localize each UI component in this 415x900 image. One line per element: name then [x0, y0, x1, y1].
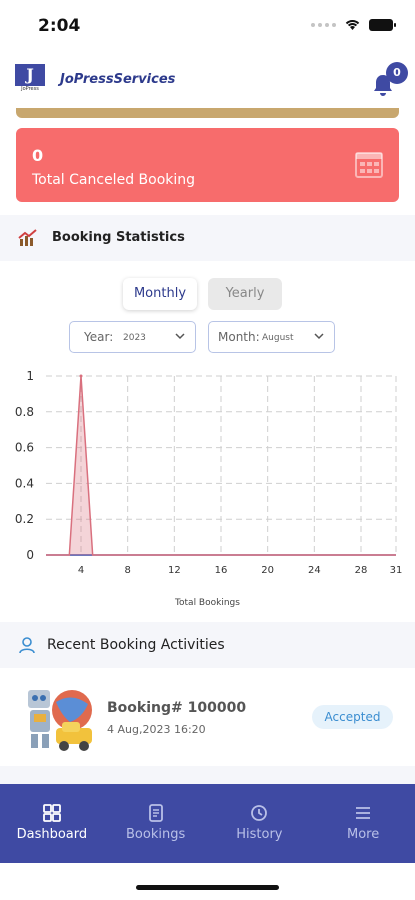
nav-item-more[interactable]: More [311, 784, 415, 863]
year-select-label: Year: [84, 330, 114, 344]
app-name: JoPressServices [60, 72, 176, 87]
logo-text: JoPress [21, 86, 39, 92]
nav-label: Bookings [126, 827, 186, 842]
signal-icon [311, 22, 336, 27]
status-icons [311, 18, 396, 31]
status-time: 2:04 [38, 16, 81, 36]
x-tick-label: 8 [124, 565, 130, 576]
logo-letter: J [15, 64, 45, 86]
year-select-value: 2023 [123, 333, 146, 343]
canceled-count: 0 [32, 146, 44, 165]
recent-activities-header: Recent Booking Activities [0, 622, 415, 668]
nav-item-history[interactable]: History [208, 784, 312, 863]
y-tick-label: 0.8 [15, 405, 34, 419]
month-select[interactable]: Month: August [208, 321, 335, 353]
y-tick-label: 0.4 [15, 476, 34, 490]
status-badge: Accepted [312, 705, 393, 729]
nav-item-dashboard[interactable]: Dashboard [0, 784, 104, 863]
list-item[interactable]: Booking# 100000 4 Aug,2023 16:20 Accepte… [0, 670, 415, 766]
calendar-icon [355, 152, 383, 178]
series-line [46, 375, 396, 556]
y-tick-label: 1 [26, 369, 34, 383]
menu-icon [356, 807, 371, 819]
monthly-toggle[interactable]: Monthly [123, 278, 197, 310]
month-select-value: August [262, 333, 294, 343]
dashboard-icon [42, 804, 61, 822]
bookings-chart: 1 0.8 0.6 0.4 0.2 0 4 8 12 16 20 24 28 31 [15, 369, 403, 576]
status-bar: 2:04 [0, 0, 415, 52]
divider [0, 766, 415, 784]
booking-illustration-icon [28, 690, 92, 751]
app-logo: J JoPress [15, 64, 45, 98]
history-icon [251, 805, 268, 821]
chart-icon [18, 229, 37, 246]
nav-item-bookings[interactable]: Bookings [104, 784, 208, 863]
nav-label: History [236, 827, 283, 842]
series-area [46, 376, 396, 555]
chevron-down-icon [314, 333, 324, 340]
app-header: J JoPress JoPressServices 0 [0, 52, 415, 110]
wifi-icon [345, 20, 360, 30]
data-point [79, 374, 83, 378]
section-title: Recent Booking Activities [47, 637, 225, 653]
x-tick-label: 12 [168, 565, 181, 576]
user-icon [19, 637, 35, 654]
home-indicator [136, 885, 279, 890]
month-select-label: Month: [218, 330, 260, 344]
bottom-nav: Dashboard Bookings History More [0, 784, 415, 863]
booking-date: 4 Aug,2023 16:20 [107, 723, 206, 736]
nav-label: Dashboard [16, 827, 88, 842]
y-tick-label: 0.2 [15, 512, 34, 526]
x-tick-label: 31 [390, 565, 403, 576]
chevron-down-icon [175, 333, 185, 340]
chart-x-axis-title: Total Bookings [175, 598, 240, 608]
yearly-toggle[interactable]: Yearly [208, 278, 282, 310]
canceled-booking-card[interactable]: 0 Total Canceled Booking [16, 128, 399, 202]
x-tick-label: 20 [261, 565, 274, 576]
y-tick-label: 0.6 [15, 441, 34, 455]
booking-statistics-header: Booking Statistics [0, 215, 415, 261]
nav-label: More [347, 827, 380, 842]
section-title: Booking Statistics [52, 230, 185, 245]
x-tick-label: 28 [355, 565, 368, 576]
notification-badge: 0 [386, 62, 408, 84]
canceled-label: Total Canceled Booking [32, 172, 196, 188]
x-tick-label: 24 [308, 565, 321, 576]
year-select[interactable]: Year: 2023 [69, 321, 196, 353]
y-tick-label: 0 [26, 548, 34, 562]
bookings-icon [148, 804, 163, 822]
booking-card-strip [16, 108, 399, 118]
booking-id: Booking# 100000 [107, 700, 247, 716]
x-tick-label: 16 [215, 565, 228, 576]
battery-icon [369, 18, 396, 31]
x-tick-label: 4 [78, 565, 84, 576]
